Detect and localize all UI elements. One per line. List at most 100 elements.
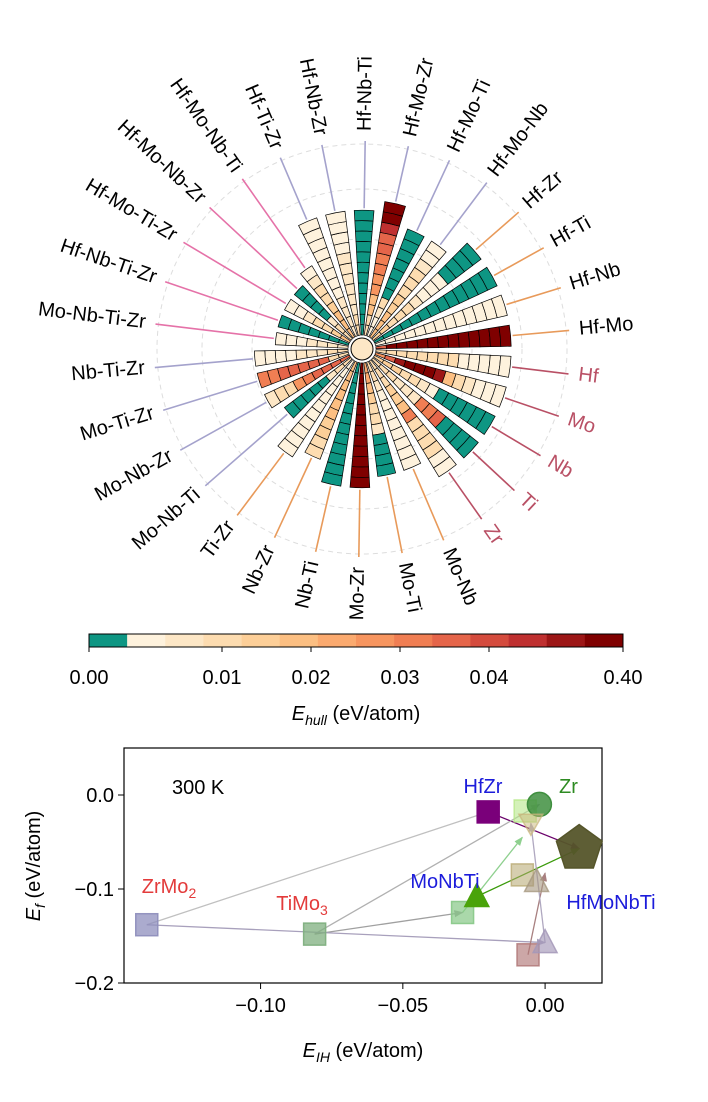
spoke-connector	[155, 323, 274, 340]
spoke-label: Hf-Nb	[567, 258, 623, 294]
radial-segment	[426, 351, 439, 364]
y-tick-label: −0.1	[75, 879, 114, 901]
radial-segment	[326, 341, 339, 349]
radial-segment	[488, 326, 502, 348]
radial-segment	[352, 445, 369, 457]
radial-segment	[358, 293, 368, 305]
radial-segment	[300, 265, 318, 283]
colorbar-label-unit: (eV/atom)	[327, 703, 420, 725]
compound-label-text: HfZr	[464, 776, 503, 798]
radial-segment	[354, 220, 374, 232]
spoke-label: Hf-Nb-Zr	[295, 57, 332, 138]
spoke-label: Nb-Zr	[238, 542, 280, 598]
radial-center	[350, 337, 374, 361]
spoke-connector	[164, 280, 279, 322]
radial-segment	[293, 285, 311, 302]
spoke-label: Mo-Nb-Ti	[128, 484, 205, 555]
colorbar-swatch	[203, 634, 242, 647]
compound-label: HfZr	[464, 776, 503, 798]
radial-segment	[354, 424, 368, 437]
radial-segment	[456, 435, 479, 459]
radial-segment	[416, 351, 429, 362]
radial-segment	[368, 402, 380, 415]
spoke-connector	[439, 182, 488, 246]
spoke-connector	[491, 425, 541, 457]
radial-segment	[405, 350, 418, 360]
y-axis-label-symbol: E	[23, 907, 45, 921]
spoke-connector	[154, 357, 253, 369]
spoke-label: Mo-Zr	[346, 566, 369, 620]
spoke-connector	[183, 241, 287, 305]
compound-label: TiMo3	[276, 893, 328, 918]
radial-segment	[352, 314, 360, 326]
radial-segment	[350, 466, 370, 478]
radial-segment	[359, 362, 364, 374]
radial-segment	[349, 476, 371, 489]
data-point-square	[476, 800, 500, 824]
temperature-annotation: 300 K	[172, 777, 225, 799]
radial-segment	[264, 350, 277, 365]
spoke-label: Hf-Nb-Ti	[354, 56, 377, 131]
colorbar-swatch	[432, 634, 471, 647]
radial-segment	[285, 349, 298, 362]
radial-segment	[298, 217, 321, 236]
radial-segment	[406, 339, 418, 349]
spoke-connector	[162, 380, 258, 412]
spoke-label: Hf-Mo-Nb	[483, 98, 553, 181]
radial-segment	[355, 404, 367, 416]
colorbar-swatch	[508, 634, 548, 647]
spoke-connector	[412, 468, 445, 541]
colorbar-swatch	[241, 634, 281, 647]
x-axis-label-symbol: E	[303, 1040, 317, 1062]
radial-segment	[467, 329, 481, 348]
spoke-connector	[504, 397, 560, 418]
compound-label: HfMoNbTi	[566, 892, 655, 914]
spoke-connector	[241, 178, 306, 269]
spoke-connector	[448, 472, 483, 520]
data-point-pentagon	[555, 823, 603, 869]
compound-label: ZrMo2	[142, 876, 197, 901]
colorbar-swatch	[546, 634, 586, 647]
spoke-label: Mo-Nb	[438, 545, 482, 609]
data-point-triangle	[463, 881, 491, 908]
compound-label-subscript: 2	[188, 885, 196, 901]
radial-segment	[304, 442, 325, 460]
colorbar-tick-label: 0.04	[470, 667, 509, 689]
y-axis-label: Ef (eV/atom)	[23, 811, 48, 922]
radial-grid-ring	[156, 143, 568, 555]
colorbar-tick-label: 0.00	[70, 667, 109, 689]
radial-segment	[376, 462, 397, 477]
radial-segment	[349, 303, 359, 316]
spoke-connector	[273, 457, 313, 539]
spoke-label: Hf-Zr	[519, 167, 568, 214]
colorbar-swatch	[394, 634, 433, 647]
radial-segment	[357, 282, 369, 294]
spoke-connector	[512, 366, 569, 375]
radial-segment	[490, 294, 508, 319]
radial-segment	[425, 240, 447, 261]
colorbar-swatch	[356, 634, 395, 647]
radial-segment	[395, 350, 408, 359]
radial-segment	[356, 393, 366, 405]
compound-label-text: TiMo	[276, 893, 320, 915]
radial-segment	[385, 343, 398, 349]
radial-segment	[353, 209, 375, 222]
radial-segment	[283, 400, 302, 419]
colorbar-tick-label: 0.01	[203, 667, 242, 689]
radial-segment	[478, 328, 491, 348]
spoke-connector	[209, 206, 298, 290]
spoke-label: Hf-Mo-Ti	[443, 76, 495, 155]
radial-segment	[446, 352, 460, 368]
radial-segment	[360, 324, 365, 336]
radial-segment	[366, 303, 376, 317]
spoke-connector	[179, 401, 267, 451]
radial-segment	[284, 298, 300, 316]
radial-segment	[359, 313, 366, 326]
radial-segment	[274, 332, 288, 346]
radial-segment	[365, 382, 375, 395]
spoke-connector	[279, 157, 308, 220]
radial-segment	[344, 283, 356, 296]
data-point-square	[302, 922, 327, 946]
radial-segment	[345, 391, 356, 405]
radial-segment	[367, 392, 378, 405]
